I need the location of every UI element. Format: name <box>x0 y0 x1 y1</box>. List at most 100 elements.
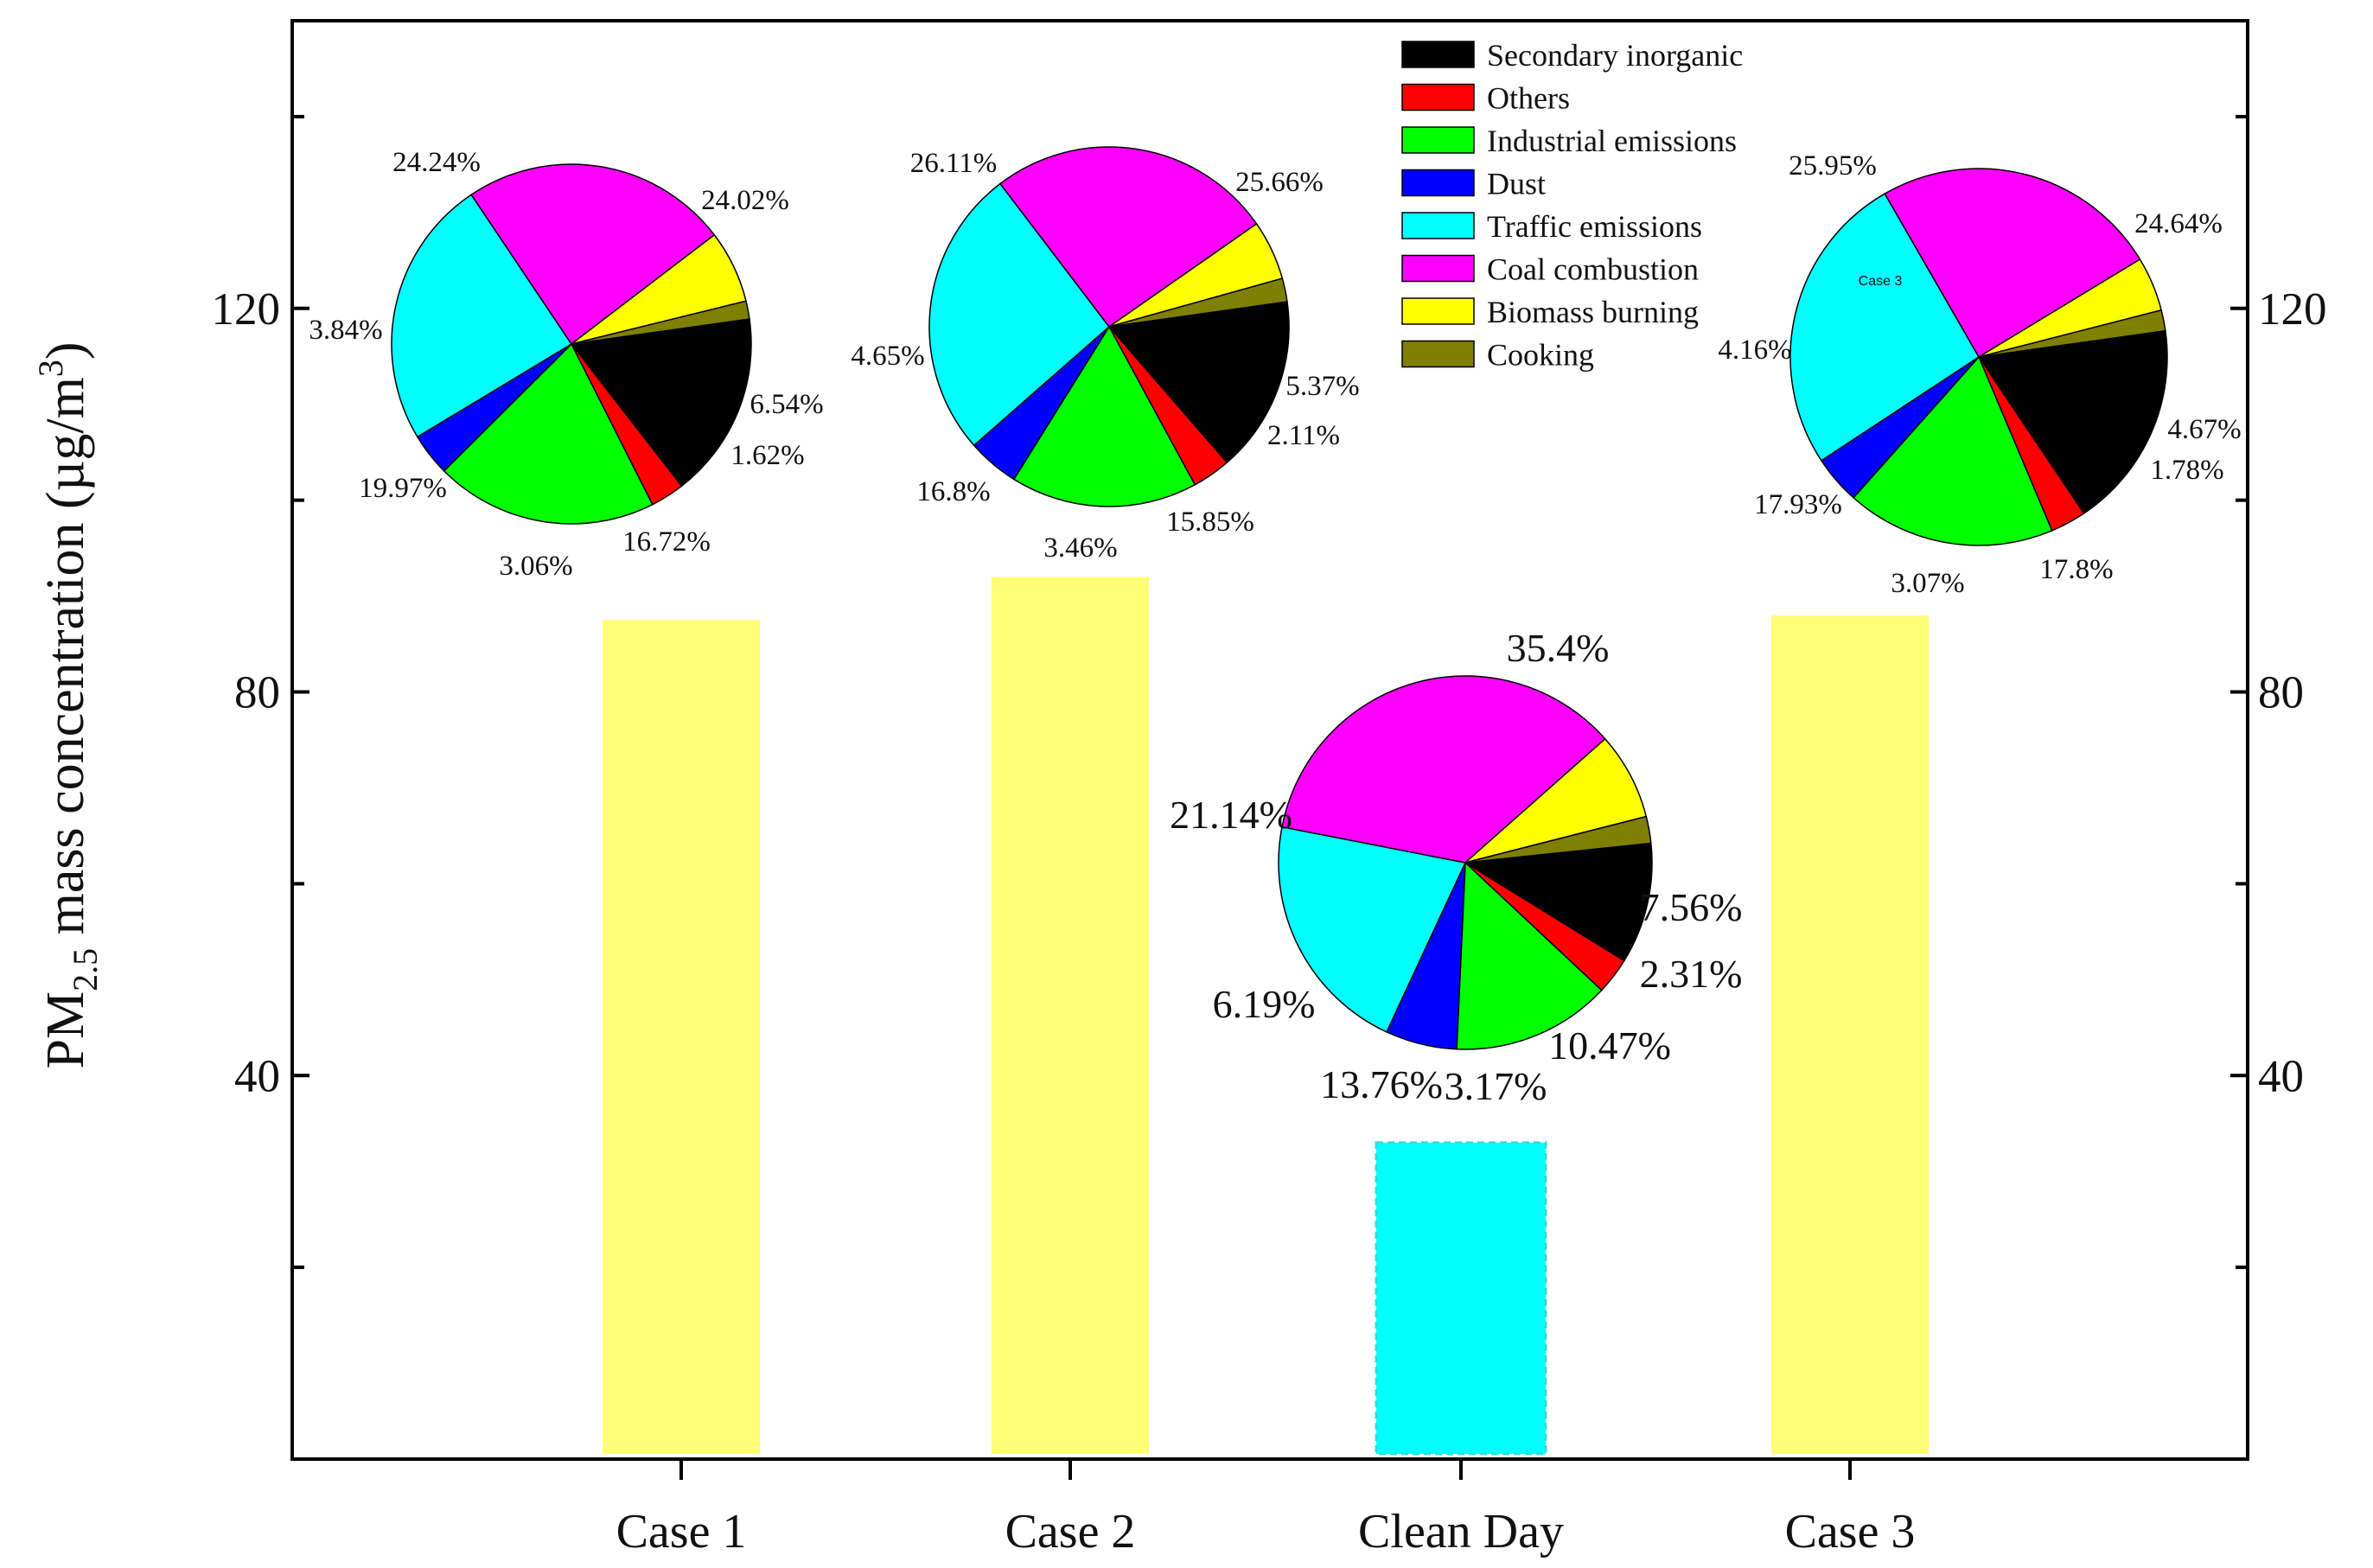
legend-swatch <box>1401 297 1475 325</box>
plot-frame <box>290 19 2249 1461</box>
pie-slice <box>570 318 752 488</box>
pie-percent-label: 10.47% <box>1548 1023 1671 1068</box>
pie-slice <box>1789 193 1981 462</box>
pie-inset-label: Case 3 <box>1859 274 1903 289</box>
pie-percent-label: 13.76% <box>1320 1062 1443 1106</box>
pie-percent-label: 21.14% <box>1170 793 1292 837</box>
pie-percent-label: 17.8% <box>2039 554 2113 585</box>
pie-percent-label: 3.07% <box>1891 568 1964 599</box>
legend-item: Dust <box>1401 167 1546 201</box>
pie-clean-day: 10.47%3.17%13.76%6.19% 21.14% 35.4% 7.56% 2.… <box>1170 626 1742 1108</box>
pie-case-2: 15.85% 3.46% 16.8% 4.65% 26.11% 25.66% 5.37% 2.… <box>851 146 1360 564</box>
pie-slice <box>1012 325 1196 507</box>
pie-slice <box>1107 301 1290 464</box>
legend-swatch <box>1401 41 1475 68</box>
pie-percent-label: 26.11% <box>910 148 998 179</box>
legend-item: Traffic emissions <box>1401 209 1702 244</box>
pie-slice <box>1281 675 1606 864</box>
pie-percent-label: 1.62% <box>730 440 804 471</box>
pie-percent-label: 24.64% <box>2134 208 2223 239</box>
pie-percent-label: 3.84% <box>309 315 382 346</box>
legend-item: Secondary inorganic <box>1401 38 1743 73</box>
pie-percent-label: 17.93% <box>1754 489 1842 520</box>
legend-swatch <box>1401 340 1475 368</box>
pie-percent-label: 3.17% <box>1445 1064 1547 1108</box>
pie-slice <box>470 163 716 346</box>
legend-label: Cooking <box>1487 338 1594 373</box>
bar-case-1 <box>603 620 760 1454</box>
legend-item: Others <box>1401 81 1570 116</box>
pie-percent-label: 3.06% <box>499 551 572 582</box>
pie-percent-label: 35.4% <box>1507 626 1610 670</box>
y-tick-label-left: 120 <box>212 284 281 335</box>
pie-percent-label: 4.16% <box>1718 335 1791 366</box>
pie-slice <box>928 182 1111 447</box>
legend-item: Industrial emissions <box>1401 124 1737 158</box>
x-tick-label: Clean Day <box>1358 1505 1564 1558</box>
pie-slice <box>1456 861 1603 1050</box>
pie-slice <box>1464 815 1652 864</box>
pie-percent-label: 3.46% <box>1043 532 1117 564</box>
x-tick-label: Case 1 <box>616 1505 747 1558</box>
pie-slice <box>1464 737 1648 864</box>
legend-swatch <box>1401 169 1475 197</box>
pie-slice <box>1463 842 1653 962</box>
pie-percent-label: 1.78% <box>2150 455 2223 486</box>
pies: 16.72% 3.06% 19.97% 3.84% 24.24% 24.02% 6.54% 1… <box>309 146 2242 1108</box>
legend-label: Coal combustion <box>1487 252 1699 287</box>
legend-swatch <box>1401 212 1475 239</box>
pie-percent-label: 2.31% <box>1640 952 1743 996</box>
legend-label: Industrial emissions <box>1487 124 1737 158</box>
pie-percent-label: 5.37% <box>1285 371 1359 402</box>
pie-slice <box>1978 309 2166 358</box>
pie-percent-label: 15.85% <box>1166 507 1254 538</box>
pie-case-1: 16.72% 3.06% 19.97% 3.84% 24.24% 24.02% 6.54% 1… <box>309 147 823 582</box>
pie-case-3: 17.8% 3.07% 17.93% 4.16% 25.95% 24.64% 4.67% 1.… <box>1718 150 2241 599</box>
legend-label: Traffic emissions <box>1487 209 1702 244</box>
y-axis-label: PM2.5 mass concentration (µg/m3) <box>31 342 105 1069</box>
x-tick-label: Case 2 <box>1005 1505 1136 1558</box>
y-axis-label-main: mass concentration (µg/m <box>36 377 95 948</box>
y-tick-label-right: 80 <box>2258 668 2304 718</box>
pie-slice <box>391 194 573 438</box>
y-axis-label-suffix: ) <box>36 342 95 360</box>
legend-swatch <box>1401 126 1475 154</box>
x-tick-label: Case 3 <box>1785 1505 1916 1558</box>
pie-percent-label: 16.72% <box>622 526 711 558</box>
pie-slice <box>1977 329 2168 514</box>
legend-swatch <box>1401 254 1475 283</box>
bars <box>603 577 1929 1456</box>
pie-percent-label: 4.67% <box>2167 414 2241 445</box>
pie-slice <box>1108 277 1288 328</box>
pie-slice <box>1278 825 1467 1033</box>
legend-label: Dust <box>1487 167 1546 201</box>
legend-item: Cooking <box>1401 338 1594 373</box>
pie-percent-label: 6.19% <box>1213 982 1316 1026</box>
y-tick-label-left: 40 <box>234 1051 280 1101</box>
pie-percent-label: 24.02% <box>701 185 789 216</box>
legend-label: Others <box>1487 81 1570 116</box>
legend-item: Biomass burning <box>1401 295 1699 329</box>
pie-percent-label: 7.56% <box>1640 885 1743 929</box>
pie-percent-label: 19.97% <box>359 473 447 504</box>
y-axis-label-subscript: 2.5 <box>66 948 105 991</box>
bar-clean-day <box>1375 1141 1547 1456</box>
pie-percent-label: 16.8% <box>916 476 990 507</box>
pie-percent-label: 2.11% <box>1267 420 1340 451</box>
axes: 40 40 80 80 120 120 PM2.5 mass concentration (… <box>31 114 2327 1558</box>
y-tick-label-right: 120 <box>2258 284 2327 335</box>
y-tick-label-left: 80 <box>234 668 280 718</box>
pie-slice <box>1852 355 2053 546</box>
pie-percent-label: 6.54% <box>750 389 823 420</box>
pie-percent-label: 24.24% <box>392 147 481 178</box>
pie-slice <box>443 342 654 525</box>
legend: Secondary inorganic Others Industrial emis… <box>1401 38 1743 373</box>
bar-case-2 <box>992 577 1149 1454</box>
pie-percent-label: 4.65% <box>851 341 924 372</box>
y-axis-label-prefix: PM <box>36 991 95 1069</box>
bar-case-3 <box>1771 615 1929 1454</box>
y-tick-label-right: 40 <box>2258 1051 2304 1101</box>
pie-slice <box>571 300 750 345</box>
pie-slice <box>1884 168 2141 359</box>
